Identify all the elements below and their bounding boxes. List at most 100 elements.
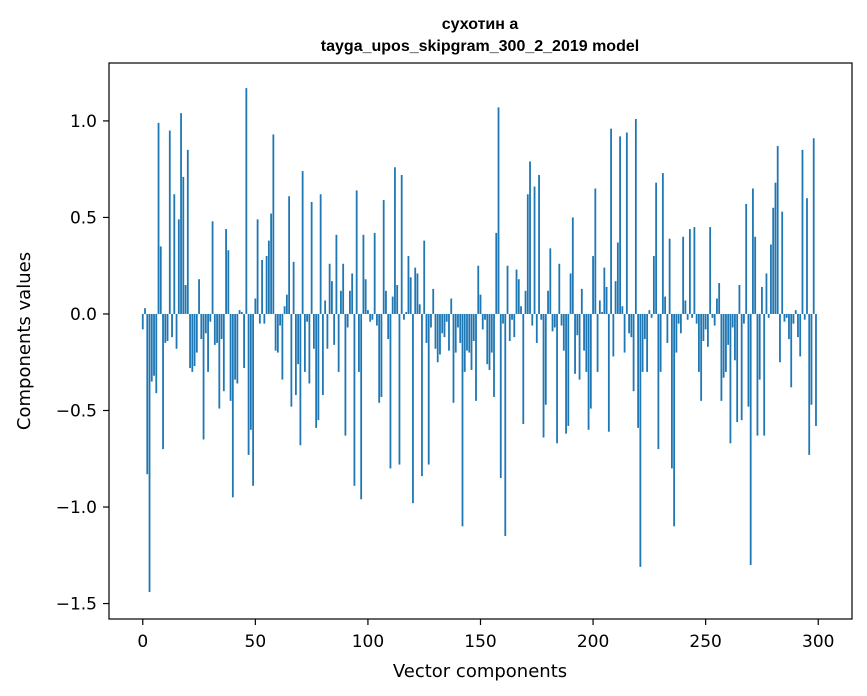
bar: [709, 227, 712, 314]
bar: [391, 296, 394, 314]
y-tick-label: 1.0: [70, 112, 97, 132]
bar: [159, 246, 162, 314]
bar: [583, 313, 585, 351]
bar: [285, 294, 288, 314]
bar: [385, 290, 387, 314]
bar: [616, 242, 619, 314]
bar: [763, 313, 766, 436]
x-tick-label: 50: [245, 632, 267, 652]
bar: [279, 313, 282, 326]
bar: [209, 313, 212, 322]
bar: [504, 313, 507, 536]
bar: [792, 313, 795, 324]
bar: [180, 113, 182, 314]
bar: [443, 313, 446, 338]
bar: [238, 310, 241, 314]
bar: [371, 313, 374, 320]
bar: [382, 200, 385, 314]
y-tick-label: −1.5: [56, 595, 97, 615]
bar: [405, 312, 408, 314]
bar: [234, 313, 236, 380]
bar: [812, 138, 815, 314]
bar: [227, 250, 230, 314]
bar: [416, 273, 419, 314]
bar: [157, 122, 160, 314]
bar: [202, 313, 205, 440]
bar: [716, 298, 718, 314]
bar: [247, 313, 250, 455]
bar: [794, 310, 797, 314]
bar: [481, 313, 484, 330]
bar: [369, 313, 372, 322]
bar: [308, 313, 311, 384]
bar: [258, 313, 261, 324]
bar: [779, 313, 781, 363]
bar: [770, 244, 772, 314]
bar: [412, 313, 414, 504]
bar: [677, 313, 680, 324]
bar: [276, 313, 279, 353]
bar: [168, 130, 171, 314]
bar: [704, 313, 707, 330]
bar: [601, 312, 603, 314]
bar: [499, 313, 502, 479]
bar: [673, 313, 676, 527]
bar: [558, 263, 561, 314]
bar: [610, 128, 612, 314]
bar: [682, 236, 685, 314]
bar: [743, 313, 745, 324]
bar: [517, 279, 520, 314]
bar: [700, 313, 703, 401]
bar: [749, 313, 752, 565]
bar: [466, 313, 468, 351]
bar: [288, 196, 291, 314]
bar: [497, 107, 500, 314]
bar: [589, 313, 592, 409]
bar: [213, 313, 216, 345]
bar: [526, 194, 529, 314]
bar: [148, 313, 151, 592]
bar: [315, 313, 318, 428]
bar: [155, 313, 158, 394]
bar: [292, 261, 295, 314]
bar: [592, 256, 594, 314]
bar: [270, 213, 273, 314]
x-tick-label: 250: [689, 632, 721, 652]
bar: [646, 313, 649, 372]
bar: [774, 182, 777, 314]
bar: [448, 313, 450, 351]
bar: [272, 134, 275, 314]
bar: [216, 313, 218, 343]
bar: [783, 313, 786, 322]
chart-title: сухотин а: [442, 16, 519, 33]
bar: [621, 306, 624, 314]
bar: [502, 313, 504, 324]
bar: [587, 313, 590, 430]
bar: [218, 313, 221, 409]
bar: [707, 313, 709, 347]
bar: [261, 259, 263, 314]
bar: [457, 313, 459, 328]
bar: [204, 313, 207, 334]
bar: [761, 286, 763, 314]
bar: [245, 88, 248, 314]
bar: [641, 313, 644, 372]
bar: [650, 313, 653, 318]
bar: [220, 313, 223, 340]
bar: [337, 313, 340, 372]
bar: [349, 290, 351, 314]
bar: [198, 279, 200, 314]
plot-frame: [108, 62, 853, 620]
bar: [441, 313, 444, 334]
bar: [461, 313, 464, 527]
bar: [490, 313, 493, 353]
bar: [679, 313, 682, 334]
bar: [747, 313, 750, 407]
bar: [243, 313, 245, 369]
bar: [556, 313, 558, 444]
bar: [360, 313, 363, 500]
bar: [475, 313, 477, 401]
x-tick-label: 0: [137, 632, 148, 652]
bar: [362, 234, 365, 314]
bar: [551, 313, 554, 332]
